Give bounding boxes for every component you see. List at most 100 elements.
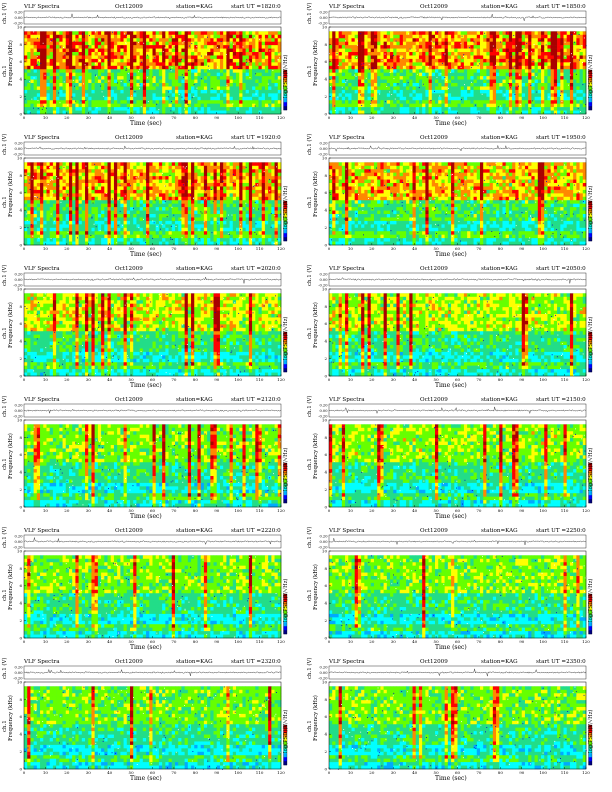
spectrogram-cell [136, 110, 140, 115]
spectrogram-cell [78, 55, 83, 60]
spectrogram-cell [341, 100, 346, 104]
spectrogram-cell [113, 100, 118, 104]
spectrogram-speckle [370, 100, 372, 102]
spectrogram-cell [171, 34, 176, 39]
spectrogram-cell [91, 183, 95, 187]
spectrogram-cell [553, 76, 558, 80]
spectrogram-cell [113, 72, 118, 77]
spectrogram-cell [36, 52, 41, 56]
spectrogram-speckle [361, 105, 363, 106]
spectrogram-cell [489, 96, 494, 101]
spectrogram-cell [78, 76, 83, 80]
spectrogram-cell [162, 31, 166, 36]
spectrogram-cell [101, 203, 105, 208]
spectrogram-cell [422, 100, 426, 104]
spectrogram-cell [505, 93, 510, 98]
spectrogram-cell [136, 107, 140, 111]
spectrogram-cell [444, 100, 449, 104]
spectrogram-cell [142, 62, 147, 67]
spectrogram-cell [357, 48, 362, 53]
spectrogram-cell [65, 186, 70, 191]
spectrogram-cell [383, 69, 388, 73]
spectrogram-cell [557, 96, 561, 101]
spectrogram-cell [171, 96, 176, 101]
spectrogram-cell [194, 100, 198, 104]
spectrogram-cell [393, 100, 397, 104]
spectrogram-cell [36, 200, 41, 204]
spectrogram-cell [91, 231, 95, 235]
spectrogram-cell [146, 96, 150, 101]
spectrogram-cell [261, 79, 266, 84]
spectrogram-cell [27, 203, 31, 208]
spectrogram-cell [467, 55, 471, 60]
spectrogram-speckle [108, 80, 110, 82]
spectrogram-cell [438, 65, 442, 70]
spectrogram-cell [364, 65, 368, 70]
spectrogram-cell [158, 72, 163, 77]
spectrogram-cell [110, 241, 115, 246]
spectrogram-cell [531, 31, 535, 36]
spectrogram-cell [438, 76, 442, 80]
spectrogram-cell [68, 207, 73, 211]
spectrogram-cell [36, 62, 41, 67]
spectrogram-cell [27, 55, 31, 60]
spectrogram-cell [463, 62, 468, 67]
spectrogram-cell [486, 65, 490, 70]
spectrogram-cell [377, 100, 381, 104]
spectrogram-cell [229, 38, 234, 42]
spectrogram-cell [277, 69, 282, 73]
spectrogram-cell [479, 107, 484, 111]
spectrogram-cell [351, 96, 355, 101]
spectrogram-cell [30, 186, 34, 191]
spectrogram-cell [496, 110, 500, 115]
spectrogram-cell [191, 93, 195, 98]
spectrogram-cell [24, 176, 28, 180]
spectrogram-cell [357, 52, 362, 56]
spectrogram-cell [133, 86, 137, 91]
spectrogram-cell [149, 55, 153, 60]
spectrogram-cell [524, 52, 529, 56]
spectrogram-cell [184, 103, 189, 108]
spectrogram-cell [110, 96, 115, 101]
spectrogram-cell [454, 58, 458, 63]
colorbar-swatch [283, 106, 287, 111]
spectrogram-cell [383, 96, 388, 101]
spectrogram-cell [117, 86, 121, 91]
spectrogram-cell [242, 110, 246, 115]
spectrogram-cell [236, 76, 240, 80]
spectrogram-cell [210, 62, 214, 67]
spectrogram-cell [479, 86, 484, 91]
spectrogram-cell [499, 48, 503, 53]
spectrogram-cell [541, 52, 545, 56]
spectrogram-cell [252, 65, 256, 70]
spectrogram-speckle [158, 109, 160, 110]
spectrogram-cell [155, 45, 160, 49]
spectrogram-cell [104, 100, 108, 104]
spectrogram-cell [524, 34, 529, 39]
spectrogram-cell [123, 48, 128, 53]
spectrogram-cell [229, 93, 234, 98]
spectrogram-cell [524, 110, 529, 115]
spectrogram-cell [534, 110, 539, 115]
spectrogram-cell [521, 76, 526, 80]
spectrogram-speckle [181, 96, 183, 98]
colorbar-swatch [588, 98, 592, 103]
spectrogram-cell [110, 203, 115, 208]
spectrogram-cell [569, 103, 574, 108]
spectrogram-cell [524, 86, 529, 91]
spectrogram-cell [438, 72, 442, 77]
spectrogram-cell [255, 83, 259, 87]
spectrogram-cell [104, 83, 108, 87]
spectrogram-cell [110, 62, 115, 67]
spectrogram-cell [268, 45, 272, 49]
spectrogram-cell [197, 96, 201, 101]
spectrogram-cell [252, 31, 256, 36]
spectrogram-cell [373, 93, 378, 98]
spectrogram-cell [483, 83, 487, 87]
spectrogram-cell [174, 89, 179, 94]
spectrogram-cell [245, 72, 250, 77]
spectrogram-speckle [63, 81, 65, 83]
spectrogram-cell [396, 83, 400, 87]
spectrogram-cell [508, 31, 513, 36]
spectrogram-speckle [430, 40, 432, 42]
